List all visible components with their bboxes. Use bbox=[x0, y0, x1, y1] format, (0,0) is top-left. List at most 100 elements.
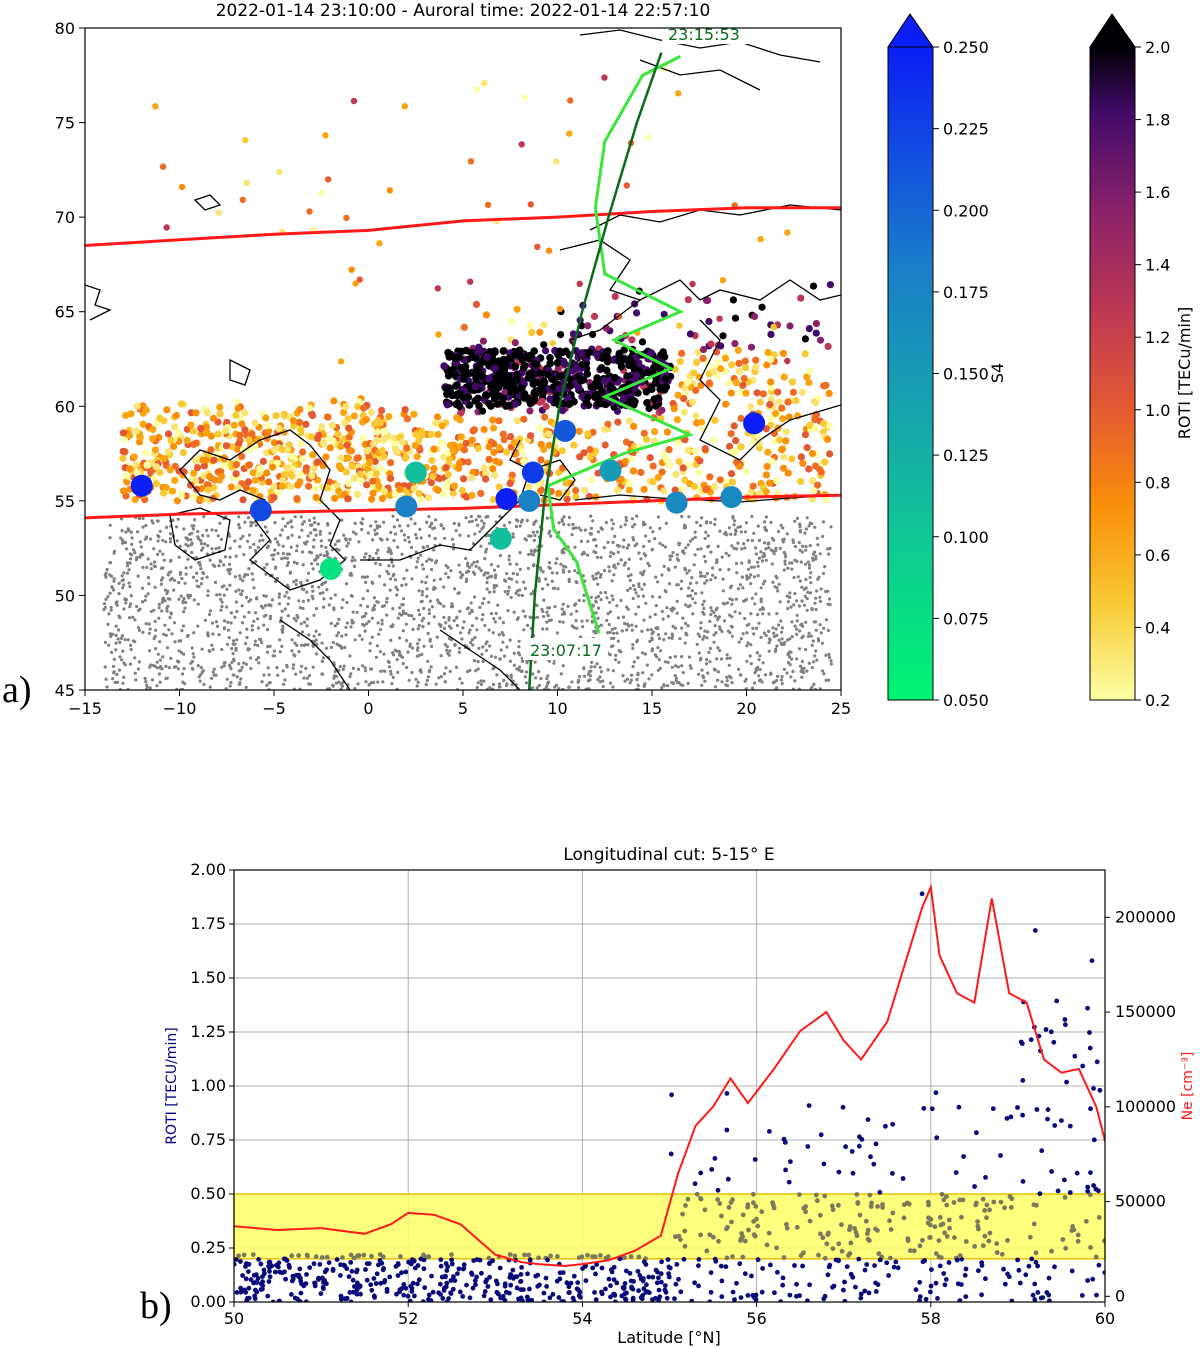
roti-point bbox=[803, 373, 811, 381]
roti-point bbox=[152, 480, 160, 488]
gray-point bbox=[227, 636, 231, 640]
gray-point bbox=[631, 643, 635, 647]
gray-point bbox=[161, 538, 165, 542]
roti-point bbox=[531, 390, 539, 399]
gray-point bbox=[811, 556, 815, 560]
gray-point bbox=[155, 684, 159, 688]
gray-point bbox=[291, 666, 295, 671]
gray-point bbox=[650, 547, 654, 552]
gray-point bbox=[804, 648, 808, 652]
gray-point bbox=[600, 527, 604, 531]
gray-point bbox=[646, 561, 650, 566]
gray-point bbox=[631, 664, 635, 669]
gray-point bbox=[529, 552, 533, 556]
gray-point bbox=[729, 532, 733, 536]
gray-point bbox=[550, 571, 555, 575]
gray-point bbox=[344, 538, 348, 542]
gray-point bbox=[667, 568, 671, 572]
gray-point bbox=[310, 594, 314, 598]
gray-point bbox=[786, 660, 791, 665]
roti-point bbox=[697, 418, 706, 426]
gray-point bbox=[492, 590, 496, 594]
gray-point bbox=[147, 622, 151, 626]
gray-point bbox=[360, 664, 365, 668]
gray-point bbox=[673, 626, 678, 630]
gray-point bbox=[522, 580, 526, 584]
gray-point bbox=[608, 610, 613, 614]
gray-point bbox=[115, 680, 120, 685]
gray-point bbox=[532, 522, 536, 527]
gray-point bbox=[507, 554, 511, 558]
gray-point bbox=[823, 565, 827, 569]
gray-point bbox=[144, 680, 148, 684]
gray-point bbox=[136, 626, 141, 630]
gray-point bbox=[664, 590, 668, 594]
gray-point bbox=[153, 619, 157, 624]
gray-point bbox=[783, 559, 787, 563]
gray-point bbox=[430, 605, 434, 609]
gray-point bbox=[533, 660, 537, 664]
gray-point bbox=[435, 635, 439, 639]
gray-point bbox=[277, 592, 281, 596]
gray-point bbox=[133, 551, 137, 555]
gray-point bbox=[242, 575, 246, 579]
roti-point bbox=[731, 314, 740, 322]
gray-point bbox=[749, 612, 753, 616]
gray-point bbox=[237, 682, 242, 687]
roti-point bbox=[554, 365, 562, 373]
gray-point bbox=[347, 541, 351, 545]
gray-point bbox=[689, 666, 693, 671]
map-area: 23:07:17 23:15:53 bbox=[85, 28, 841, 690]
gray-point bbox=[196, 624, 200, 628]
roti-point bbox=[806, 367, 814, 375]
gray-point bbox=[448, 649, 452, 653]
gray-point bbox=[502, 523, 506, 528]
gray-point bbox=[763, 554, 767, 558]
roti-point bbox=[640, 485, 648, 493]
track-label-start: 23:07:17 bbox=[530, 641, 602, 660]
roti-point bbox=[944, 1194, 949, 1199]
roti-point bbox=[542, 347, 550, 355]
gray-point bbox=[239, 577, 243, 581]
gray-point bbox=[389, 551, 393, 555]
gray-point bbox=[650, 632, 654, 636]
gray-point bbox=[480, 519, 484, 523]
roti-point bbox=[216, 403, 224, 411]
roti-point bbox=[868, 1204, 874, 1209]
gray-point bbox=[144, 523, 148, 528]
gray-point bbox=[644, 601, 648, 605]
gray-point bbox=[676, 681, 680, 685]
gray-point bbox=[417, 608, 421, 612]
gray-point bbox=[155, 660, 159, 664]
y-tick-label: 75 bbox=[55, 114, 75, 133]
gray-point bbox=[560, 550, 564, 554]
roti-point bbox=[156, 468, 164, 477]
gray-point bbox=[489, 563, 494, 567]
gray-point bbox=[211, 670, 215, 674]
gray-point bbox=[108, 632, 112, 636]
gray-point bbox=[746, 641, 750, 645]
roti-point bbox=[982, 1233, 988, 1239]
gray-point bbox=[515, 617, 520, 622]
roti-point bbox=[435, 475, 444, 483]
roti-point bbox=[526, 399, 535, 408]
roti-point bbox=[672, 470, 680, 479]
gray-point bbox=[349, 571, 353, 575]
gray-point bbox=[808, 591, 813, 595]
gray-point bbox=[466, 561, 470, 565]
roti-point bbox=[788, 378, 797, 386]
x-tick-label: 15 bbox=[642, 699, 662, 718]
gray-point bbox=[619, 558, 623, 562]
gray-point bbox=[586, 553, 590, 557]
gray-point bbox=[747, 576, 751, 580]
roti-point bbox=[121, 435, 129, 443]
gray-point bbox=[176, 667, 180, 671]
roti-point bbox=[320, 439, 328, 447]
roti-point bbox=[822, 381, 830, 389]
roti-point bbox=[251, 476, 259, 484]
gray-point bbox=[231, 639, 236, 643]
gray-point bbox=[285, 663, 289, 668]
gray-point bbox=[228, 572, 232, 576]
roti-point bbox=[486, 1255, 492, 1261]
roti-point bbox=[557, 331, 565, 339]
